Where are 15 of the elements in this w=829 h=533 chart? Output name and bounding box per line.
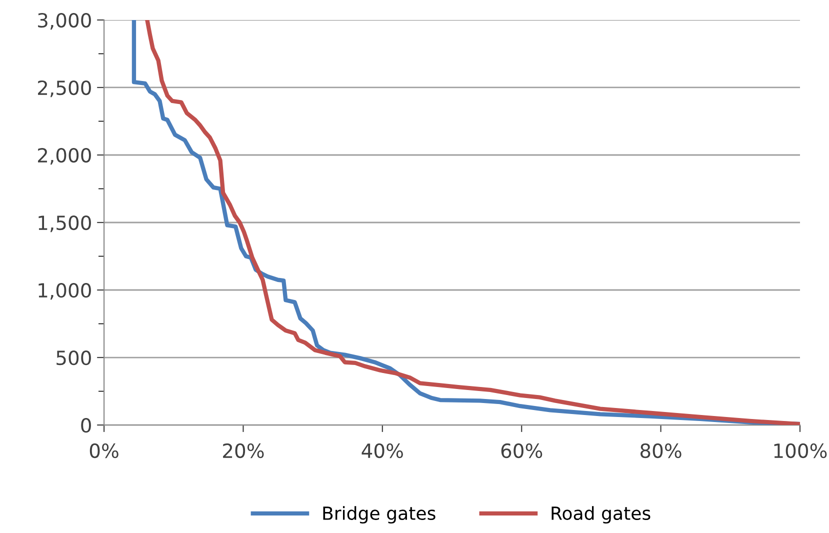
x-tick-label: 20% <box>223 443 264 458</box>
x-tick-label: 0% <box>90 443 118 458</box>
y-tick-label: 2,500 <box>38 80 91 98</box>
legend-label: Road gates <box>552 506 650 524</box>
y-tick-label: 0 <box>81 418 91 433</box>
y-tick-label: 500 <box>56 350 91 366</box>
y-tick-label: 2,000 <box>38 148 91 165</box>
x-tick-label: 60% <box>501 443 542 458</box>
x-tick-label: 100% <box>774 443 827 458</box>
y-tick-label: 1,500 <box>38 215 91 232</box>
legend-label: Bridge gates <box>323 506 436 524</box>
x-tick-label: 80% <box>640 443 682 458</box>
y-tick-label: 3,000 <box>38 12 91 30</box>
y-tick-label: 1,000 <box>38 282 91 300</box>
x-tick-label: 40% <box>362 443 403 458</box>
